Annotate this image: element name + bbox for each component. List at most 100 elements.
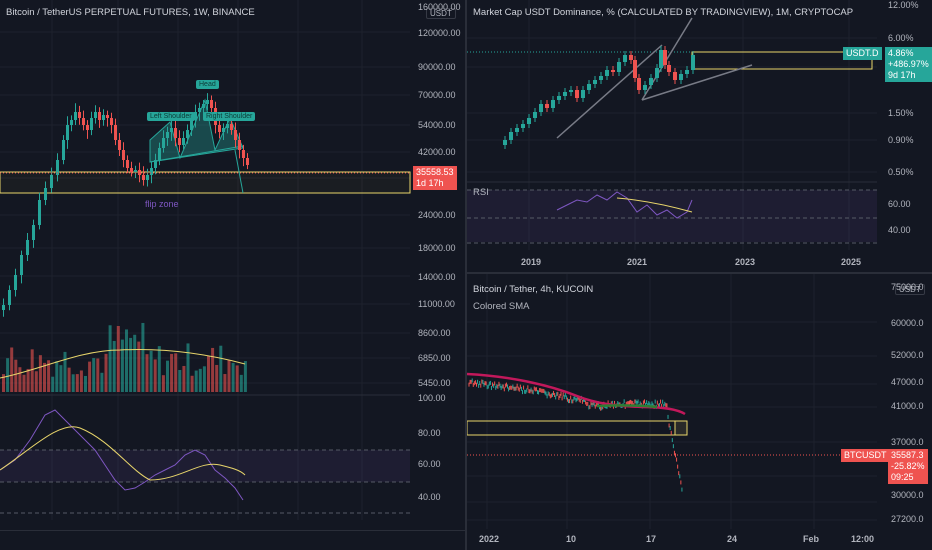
volume-bar — [6, 358, 10, 392]
dominance-countdown: 9d 17h — [888, 70, 916, 80]
volume-bar — [84, 375, 87, 392]
candle-body — [32, 225, 35, 240]
candle-body — [186, 130, 189, 138]
dominance-chart-panel[interactable]: Market Cap USDT Dominance, % (CALCULATED… — [467, 0, 932, 272]
candle-body — [62, 140, 65, 160]
vertical-divider[interactable] — [465, 0, 467, 550]
axis-tick-label: 2025 — [841, 257, 862, 267]
candle-body — [38, 200, 41, 225]
candle-body — [146, 175, 149, 180]
volume-bar — [149, 350, 153, 392]
axis-tick-label: 40.00 — [418, 492, 441, 502]
axis-tick-label: 2022 — [479, 534, 500, 544]
candle-body — [102, 115, 105, 120]
dominance-chart-canvas[interactable] — [467, 0, 932, 272]
candle-body — [593, 80, 597, 84]
candle-body — [70, 120, 73, 125]
left-last-price: 35558.53 — [416, 167, 454, 177]
volume-bar — [215, 364, 219, 392]
candle-body — [110, 118, 113, 125]
volume-bar — [178, 369, 182, 392]
candle-body — [599, 76, 603, 80]
volume-bar — [67, 367, 71, 392]
axis-tick-label: 37000.0 — [891, 437, 924, 447]
volume-bar — [129, 337, 133, 392]
dominance-value: 4.86% — [888, 48, 914, 58]
candle-body — [142, 175, 145, 180]
axis-tick-label: 42000.00 — [418, 147, 456, 157]
kucoin-last-price: 35587.3 — [891, 450, 924, 460]
rsi-band — [467, 190, 877, 242]
candle-body — [26, 240, 29, 255]
left-chart-panel[interactable]: Bitcoin / TetherUS PERPETUAL FUTURES, 1W… — [0, 0, 465, 530]
candle-body — [166, 132, 169, 138]
axis-tick-label: 75000.0 — [891, 282, 924, 292]
left-countdown: 1d 17h — [416, 178, 444, 188]
trend-line — [641, 64, 753, 101]
candle-body — [74, 112, 77, 120]
candle-body — [130, 168, 133, 172]
horizontal-divider-right[interactable] — [467, 272, 932, 274]
axis-tick-label: 30000.0 — [891, 490, 924, 500]
volume-bar — [202, 366, 206, 392]
volume-bar — [190, 375, 194, 392]
candle-body — [643, 85, 647, 90]
candle-body — [545, 104, 549, 108]
candle-body — [218, 125, 221, 132]
candle-body — [655, 68, 659, 78]
candle-body — [122, 150, 125, 160]
candle-body — [154, 160, 157, 168]
kucoin-currency-badge[interactable]: USDT — [895, 284, 925, 295]
rsi-line — [0, 409, 244, 501]
kucoin-chart-canvas[interactable] — [467, 274, 932, 550]
axis-tick-label: 160000.00 — [418, 2, 461, 12]
volume-ma-line — [0, 349, 246, 379]
axis-tick-label: 12:00 — [851, 534, 875, 544]
candle-body — [86, 125, 89, 130]
head-annotation: Head — [196, 80, 219, 89]
neckline — [149, 145, 244, 163]
volume-bar — [18, 367, 22, 392]
volume-bar — [71, 374, 75, 392]
candle-body — [90, 118, 93, 130]
candle-body — [685, 70, 689, 74]
candle-body — [629, 55, 633, 60]
axis-tick-label: 52000.0 — [891, 350, 924, 360]
kucoin-chart-panel[interactable]: Bitcoin / Tether, 4h, KUCOIN Colored SMA… — [467, 274, 932, 550]
volume-bar — [194, 370, 198, 392]
candle-body — [673, 72, 677, 80]
candle-body — [649, 78, 653, 85]
left-shoulder-annotation: Left Shoulder — [147, 112, 195, 121]
candle-body — [114, 125, 117, 140]
axis-tick-label: 18000.00 — [418, 243, 456, 253]
candle-body — [50, 175, 53, 188]
volume-bar — [88, 361, 92, 392]
volume-bar — [79, 370, 83, 392]
candle-body — [623, 55, 627, 62]
axis-tick-label: 70000.00 — [418, 90, 456, 100]
volume-bar — [207, 356, 210, 392]
candle-body — [202, 104, 205, 108]
volume-bar — [96, 358, 100, 392]
candle-body — [170, 128, 173, 132]
candle-body — [509, 132, 513, 140]
kucoin-chart-title: Bitcoin / Tether, 4h, KUCOIN — [473, 284, 594, 295]
volume-bar — [14, 359, 18, 392]
axis-tick-label: 80.00 — [418, 428, 441, 438]
candle-body — [56, 160, 59, 175]
candle-body — [663, 50, 667, 65]
candle-body — [575, 90, 579, 98]
flip-zone-box — [0, 171, 411, 194]
horizontal-divider-left-bottom — [0, 530, 465, 531]
volume-bar — [239, 374, 243, 392]
candle-body — [94, 112, 97, 118]
axis-tick-label: 6850.00 — [418, 353, 451, 363]
axis-tick-label: 2023 — [735, 257, 756, 267]
left-currency-badge[interactable]: USDT — [426, 8, 456, 19]
left-chart-canvas[interactable] — [0, 0, 465, 530]
axis-tick-label: 60.00 — [888, 199, 911, 209]
volume-bar — [10, 347, 14, 392]
volume-bar — [182, 365, 186, 392]
volume-bar — [59, 365, 63, 392]
kucoin-price-tag: 35587.3 -25.82% 09:25 — [888, 449, 928, 484]
